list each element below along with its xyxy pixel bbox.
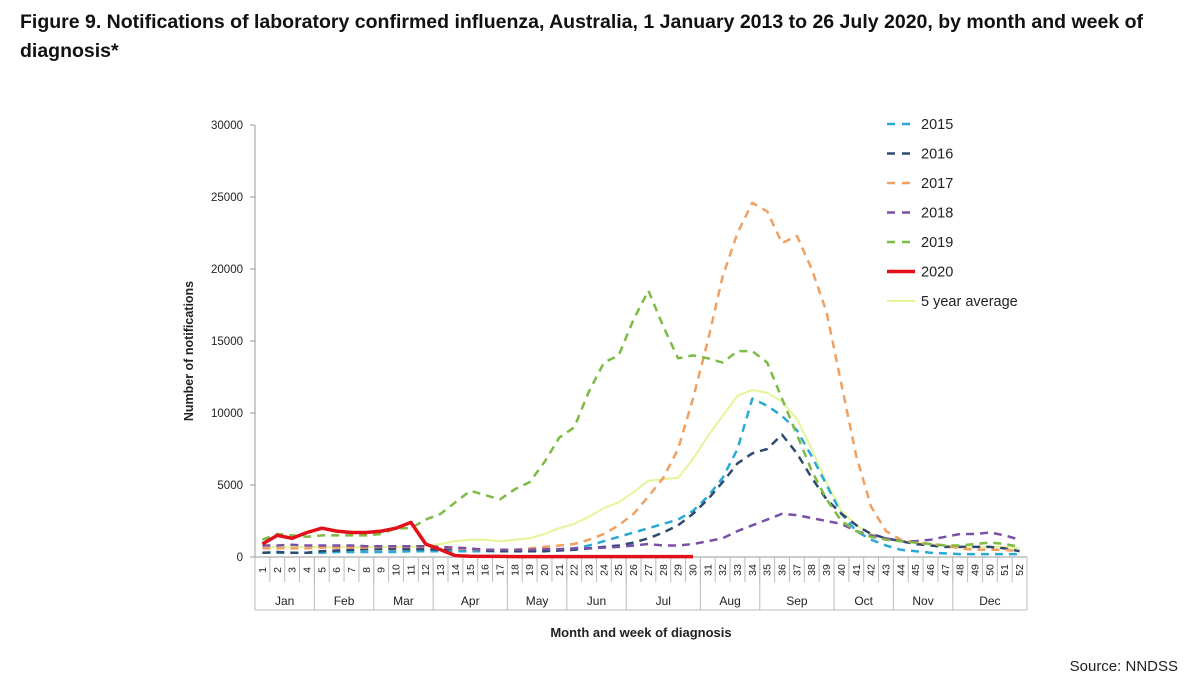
- month-label: Jan: [275, 594, 294, 608]
- week-label: 35: [762, 564, 774, 576]
- week-label: 6: [331, 567, 343, 573]
- week-label: 16: [480, 564, 492, 576]
- week-label: 25: [613, 564, 625, 576]
- week-label: 32: [717, 564, 729, 576]
- week-label: 51: [999, 564, 1011, 576]
- series-line-2016: [262, 433, 1020, 554]
- legend-label: 5 year average: [921, 294, 1018, 310]
- series-line-2020: [261, 520, 693, 559]
- series-line-2015: [262, 397, 1020, 556]
- series-line-2017: [262, 201, 1020, 553]
- series-line-2019: [261, 289, 1020, 549]
- month-label: Aug: [719, 594, 740, 608]
- legend-label: 2016: [921, 147, 953, 163]
- month-label: Jun: [587, 594, 606, 608]
- x-axis-title: Month and week of diagnosis: [550, 625, 731, 640]
- week-label: 49: [970, 564, 982, 576]
- series-line-5-year-average: [262, 389, 1020, 550]
- week-label: 29: [673, 564, 685, 576]
- week-label: 39: [821, 564, 833, 576]
- y-tick-label: 10000: [211, 408, 243, 420]
- week-label: 10: [391, 564, 403, 576]
- week-label: 48: [955, 564, 967, 576]
- month-label: Oct: [854, 594, 873, 608]
- week-label: 3: [287, 567, 299, 573]
- week-label: 43: [880, 564, 892, 576]
- week-label: 31: [702, 564, 714, 576]
- y-axis-title: Number of notifications: [182, 281, 196, 421]
- week-label: 8: [361, 567, 373, 573]
- legend-label: 2020: [921, 265, 953, 281]
- week-label: 19: [524, 564, 536, 576]
- week-label: 26: [628, 564, 640, 576]
- week-label: 44: [895, 564, 907, 576]
- y-tick-label: 5000: [217, 480, 243, 492]
- y-tick-label: 25000: [211, 192, 243, 204]
- week-label: 15: [465, 564, 477, 576]
- week-label: 2: [272, 567, 284, 573]
- week-label: 28: [658, 564, 670, 576]
- week-label: 30: [687, 564, 699, 576]
- legend-label: 2019: [921, 235, 953, 251]
- week-label: 7: [346, 567, 358, 573]
- week-label: 11: [405, 564, 417, 575]
- week-label: 38: [806, 564, 818, 576]
- month-label: Dec: [979, 594, 1000, 608]
- week-label: 37: [791, 564, 803, 576]
- week-label: 22: [569, 564, 581, 576]
- series-line-2018: [262, 512, 1020, 552]
- month-label: Apr: [461, 594, 480, 608]
- y-tick-label: 0: [237, 552, 243, 564]
- week-label: 47: [940, 564, 952, 576]
- week-label: 4: [301, 567, 313, 573]
- week-label: 42: [866, 564, 878, 576]
- week-label: 41: [851, 564, 863, 576]
- week-label: 34: [747, 564, 759, 576]
- week-label: 12: [420, 564, 432, 576]
- y-tick-label: 15000: [211, 336, 243, 348]
- week-label: 5: [316, 567, 328, 573]
- month-label: Feb: [334, 594, 355, 608]
- week-label: 20: [539, 564, 551, 576]
- week-label: 18: [509, 564, 521, 576]
- week-label: 33: [732, 564, 744, 576]
- week-label: 52: [1014, 564, 1026, 576]
- legend-label: 2017: [921, 176, 953, 192]
- month-label: Sep: [786, 594, 808, 608]
- figure-title: Figure 9. Notifications of laboratory co…: [20, 11, 1143, 62]
- week-label: 46: [925, 564, 937, 576]
- week-label: 9: [376, 567, 388, 573]
- y-tick-label: 20000: [211, 264, 243, 276]
- y-tick-label: 30000: [211, 120, 243, 132]
- week-label: 13: [435, 564, 447, 576]
- week-label: 45: [910, 564, 922, 576]
- source-note: Source: NNDSS: [1069, 658, 1178, 675]
- week-label: 50: [984, 564, 996, 576]
- legend-label: 2018: [921, 206, 953, 222]
- month-label: Mar: [393, 594, 414, 608]
- week-label: 24: [598, 564, 610, 576]
- week-label: 21: [554, 564, 566, 576]
- week-label: 40: [836, 564, 848, 576]
- week-label: 17: [494, 564, 506, 576]
- week-label: 27: [643, 564, 655, 576]
- week-label: 1: [257, 567, 269, 573]
- month-label: May: [526, 594, 549, 608]
- month-label: Jul: [656, 594, 671, 608]
- week-label: 14: [450, 564, 462, 576]
- legend-label: 2015: [921, 117, 953, 133]
- week-label: 36: [777, 564, 789, 576]
- month-label: Nov: [912, 594, 933, 608]
- week-label: 23: [584, 564, 596, 576]
